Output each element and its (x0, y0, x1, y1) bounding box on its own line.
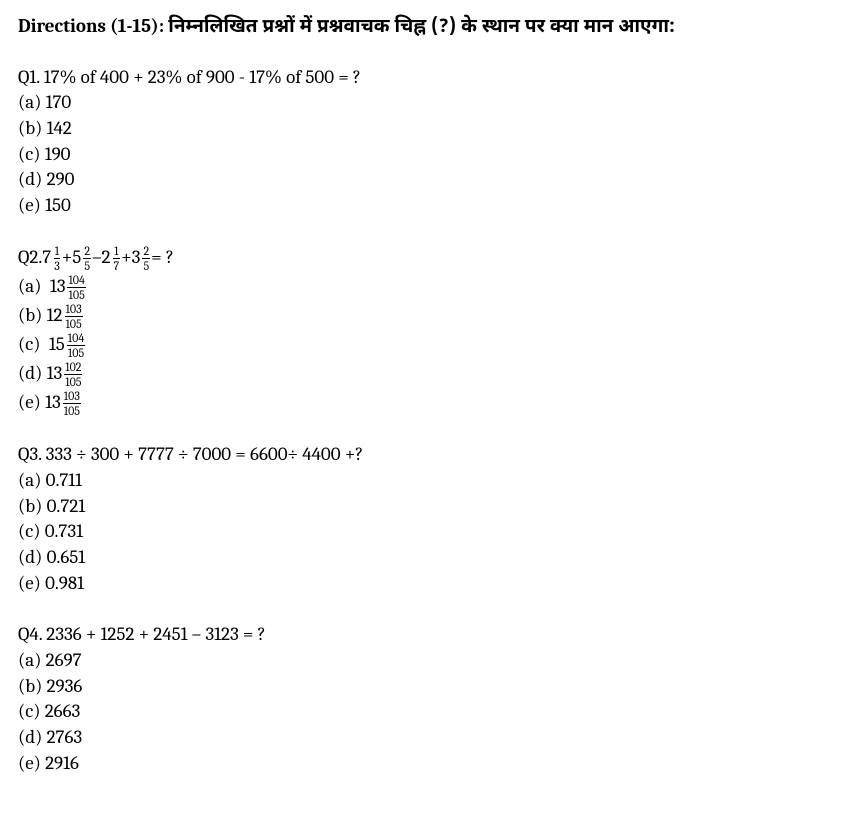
q2-eq: = ? (151, 245, 174, 271)
q1-option-d: (d) 290 (18, 167, 830, 193)
q2-label: Q2. (18, 245, 42, 271)
q2-b-den: 105 (64, 317, 82, 330)
q2-c-pre: (c) (18, 332, 49, 358)
q2-e-mixed: 13 103 105 (45, 389, 82, 416)
q2-a-den: 105 (68, 288, 86, 301)
question-4: Q4. 2336 + 1252 + 2451 – 3123 = ? (a) 26… (18, 622, 830, 776)
q2-t1-num: 1 (54, 245, 60, 259)
q2-t3-frac: 1 7 (113, 245, 121, 272)
q1-option-a: (a) 170 (18, 90, 830, 116)
q3-option-c: (c) 0.731 (18, 519, 830, 545)
q3-prompt: Q3. 333 ÷ 300 + 7777 ÷ 7000 = 6600÷ 4400… (18, 442, 830, 468)
q2-a-int: 13 (50, 277, 66, 296)
q2-b-frac: 103 105 (64, 303, 82, 330)
q2-d-frac: 102 105 (64, 361, 82, 388)
q2-prompt: Q2. 7 1 3 + 5 2 5 – 2 1 (18, 244, 830, 271)
q2-term-4: 3 2 5 (132, 244, 151, 271)
q2-t4-frac: 2 5 (142, 245, 150, 272)
q3-option-d: (d) 0.651 (18, 545, 830, 571)
q2-e-num: 103 (63, 390, 81, 404)
q2-t1-frac: 1 3 (53, 245, 61, 272)
q2-e-pre: (e) (18, 390, 45, 416)
q2-d-num: 102 (64, 361, 82, 375)
q4-option-a: (a) 2697 (18, 648, 830, 674)
q2-e-frac: 103 105 (63, 390, 81, 417)
q2-c-frac: 104 105 (67, 332, 85, 359)
q2-t4-num: 2 (142, 245, 150, 259)
q2-t2-num: 2 (83, 245, 91, 259)
q2-op3: + (121, 245, 132, 271)
q4-option-d: (d) 2763 (18, 725, 830, 751)
q2-t3-num: 1 (113, 245, 119, 259)
q2-e-den: 105 (63, 404, 81, 417)
q2-e-int: 13 (45, 393, 61, 412)
q2-t4-den: 5 (142, 259, 150, 272)
q2-c-mixed: 15 104 105 (49, 331, 86, 358)
q1-option-e: (e) 150 (18, 193, 830, 219)
q2-c-num: 104 (67, 332, 85, 346)
q2-option-c: (c) 15 104 105 (18, 331, 830, 358)
q2-op2: – (92, 245, 102, 271)
q3-option-e: (e) 0.981 (18, 571, 830, 597)
q2-a-frac: 104 105 (67, 274, 85, 301)
q2-t1-den: 3 (53, 259, 61, 272)
q2-option-e: (e) 13 103 105 (18, 389, 830, 416)
q2-a-pre: (a) (18, 274, 50, 300)
q1-prompt: Q1. 17% of 400 + 23% of 900 - 17% of 500… (18, 65, 830, 91)
q1-option-b: (b) 142 (18, 116, 830, 142)
q2-b-mixed: 12 103 105 (47, 302, 84, 329)
q2-a-mixed: 13 104 105 (50, 273, 87, 300)
q3-option-a: (a) 0.711 (18, 468, 830, 494)
page: Directions (1-15): निम्नलिखित प्रश्नों म… (0, 0, 848, 822)
q1-option-c: (c) 190 (18, 142, 830, 168)
q2-d-den: 105 (64, 375, 82, 388)
q2-t1-int: 7 (42, 248, 51, 267)
q2-t3-den: 7 (113, 259, 121, 272)
question-3: Q3. 333 ÷ 300 + 7777 ÷ 7000 = 6600÷ 4400… (18, 442, 830, 596)
q4-option-b: (b) 2936 (18, 674, 830, 700)
q2-c-int: 15 (49, 335, 65, 354)
q4-prompt: Q4. 2336 + 1252 + 2451 – 3123 = ? (18, 622, 830, 648)
question-2: Q2. 7 1 3 + 5 2 5 – 2 1 (18, 244, 830, 416)
q2-option-d: (d) 13 102 105 (18, 360, 830, 387)
q2-c-den: 105 (67, 346, 85, 359)
q2-term-2: 5 2 5 (72, 244, 92, 271)
directions-line: Directions (1-15): निम्नलिखित प्रश्नों म… (18, 14, 830, 41)
q2-t3-int: 2 (102, 248, 111, 267)
q2-d-int: 13 (47, 364, 63, 383)
q2-option-b: (b) 12 103 105 (18, 302, 830, 329)
q4-option-e: (e) 2916 (18, 751, 830, 777)
q3-option-b: (b) 0.721 (18, 494, 830, 520)
q2-t2-int: 5 (72, 248, 81, 267)
q2-t4-int: 3 (132, 248, 141, 267)
q2-t2-frac: 2 5 (83, 245, 91, 272)
q2-b-int: 12 (47, 306, 63, 325)
q2-d-mixed: 13 102 105 (47, 360, 84, 387)
q2-term-1: 7 1 3 (42, 244, 61, 271)
q2-b-num: 103 (65, 303, 83, 317)
q2-a-num: 104 (67, 274, 85, 288)
question-1: Q1. 17% of 400 + 23% of 900 - 17% of 500… (18, 65, 830, 219)
q2-d-pre: (d) (18, 361, 47, 387)
q4-option-c: (c) 2663 (18, 699, 830, 725)
q2-op1: + (62, 245, 73, 271)
directions-hindi: निम्नलिखित प्रश्नों में प्रश्नवाचक चिह्न… (168, 15, 675, 40)
q2-b-pre: (b) (18, 303, 47, 329)
q2-term-3: 2 1 7 (102, 244, 122, 271)
q2-t2-den: 5 (83, 259, 91, 272)
directions-label: Directions (1-15): (18, 15, 164, 37)
q2-option-a: (a) 13 104 105 (18, 273, 830, 300)
